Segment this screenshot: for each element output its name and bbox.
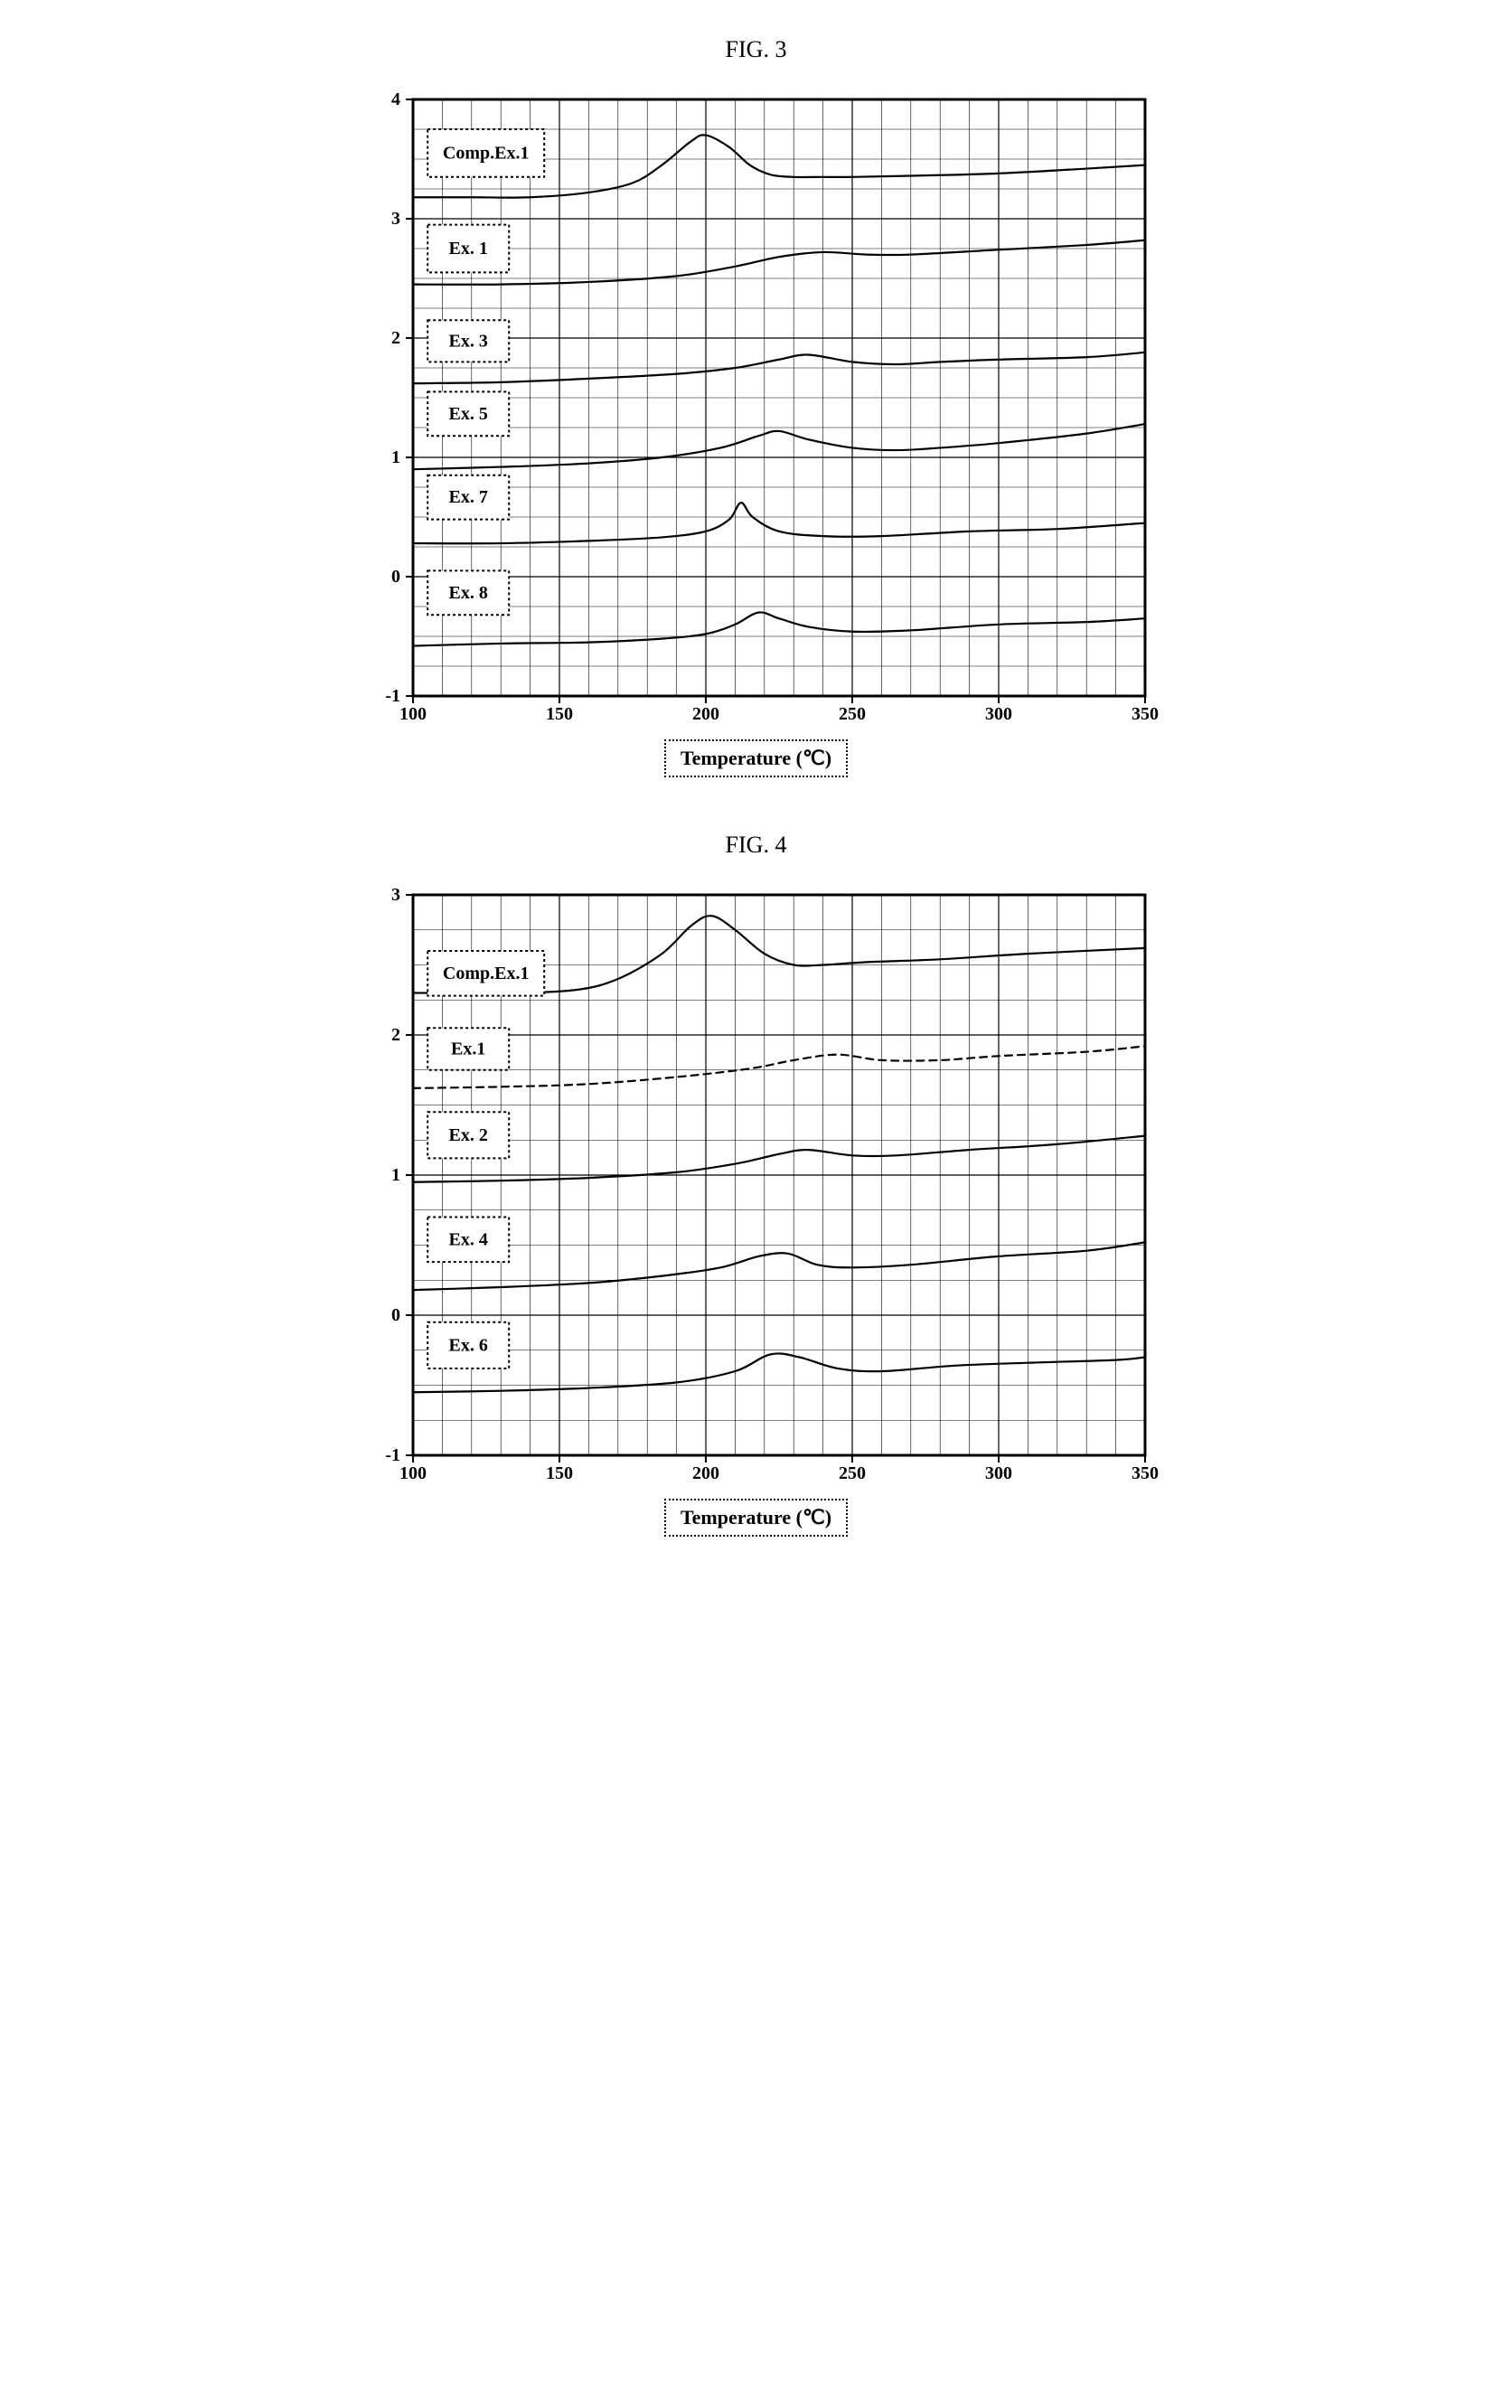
y-tick-label: 3 (391, 885, 400, 905)
series-label: Ex. 5 (448, 404, 487, 424)
series-label: Ex. 3 (448, 331, 487, 351)
y-tick-label: 2 (391, 328, 400, 348)
x-tick-label: 350 (1132, 1463, 1159, 1483)
figure-4-chart: Comp.Ex.1 Ex.1 Ex. 2 Ex. 4 Ex. 6 100 150 200 250… (350, 877, 1163, 1491)
y-tick-label: 1 (391, 447, 400, 467)
y-tick-label: 1 (391, 1165, 400, 1185)
figure-4-xlabel: Temperature (℃) (664, 1499, 848, 1537)
x-tick-label: 200 (692, 1463, 719, 1483)
figure-3-title: FIG. 3 (726, 36, 787, 63)
figure-3-svg: Comp.Ex.1 Ex. 1 Ex. 3 Ex. 5 Ex. 7 Ex. 8 100 150… (350, 81, 1163, 732)
y-tick-label: -1 (385, 686, 400, 706)
y-tick-label: 3 (391, 209, 400, 229)
series-label: Ex. 1 (448, 239, 487, 259)
y-tick-label: 0 (391, 567, 400, 587)
series-label: Ex. 2 (448, 1125, 487, 1145)
figure-3-xlabel: Temperature (℃) (664, 739, 848, 777)
figure-4: FIG. 4 Comp.Ex.1 Ex.1 Ex. 2 Ex. 4 Ex. 6 100 15… (350, 832, 1163, 1537)
x-tick-label: 350 (1132, 704, 1159, 724)
series-label: Ex. 6 (448, 1335, 487, 1355)
series-label: Comp.Ex.1 (442, 143, 529, 163)
x-tick-label: 100 (399, 704, 427, 724)
y-tick-label: 2 (391, 1025, 400, 1045)
y-tick-label: 4 (391, 89, 400, 109)
figure-3-chart: Comp.Ex.1 Ex. 1 Ex. 3 Ex. 5 Ex. 7 Ex. 8 100 150… (350, 81, 1163, 732)
figure-4-svg: Comp.Ex.1 Ex.1 Ex. 2 Ex. 4 Ex. 6 100 150 200 250… (350, 877, 1163, 1491)
x-tick-label: 300 (985, 1463, 1012, 1483)
figure-3: FIG. 3 Comp.Ex.1 Ex. 1 Ex. 3 Ex. 5 Ex. 7 Ex. … (350, 36, 1163, 777)
series-label: Ex.1 (451, 1039, 485, 1059)
x-tick-label: 150 (546, 1463, 573, 1483)
series-label: Ex. 8 (448, 583, 487, 603)
series-label: Ex. 4 (448, 1229, 487, 1249)
figure-4-title: FIG. 4 (726, 832, 787, 859)
series-label: Ex. 7 (448, 487, 487, 507)
x-tick-label: 100 (399, 1463, 427, 1483)
x-tick-label: 200 (692, 704, 719, 724)
x-tick-label: 250 (839, 704, 866, 724)
x-tick-label: 250 (839, 1463, 866, 1483)
x-tick-label: 300 (985, 704, 1012, 724)
y-tick-label: -1 (385, 1445, 400, 1465)
x-tick-label: 150 (546, 704, 573, 724)
series-label: Comp.Ex.1 (442, 964, 529, 983)
y-tick-label: 0 (391, 1305, 400, 1325)
